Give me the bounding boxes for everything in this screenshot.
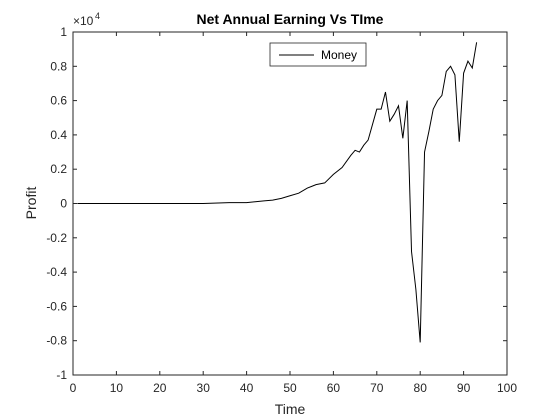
x-tick-label: 80	[414, 381, 428, 395]
y-tick-label: 0.6	[50, 94, 67, 108]
series-layer	[77, 42, 478, 343]
y-exponent-base: ×10	[73, 14, 94, 28]
legend-box	[269, 42, 367, 67]
y-tick-label: 0.4	[50, 128, 67, 142]
y-tick-label: -0.2	[46, 231, 67, 245]
x-tick-label: 20	[153, 381, 167, 395]
y-tick-label: 0	[60, 197, 67, 211]
legend: Money	[269, 42, 367, 67]
x-tick-label: 30	[197, 381, 211, 395]
x-axis-title: Time	[275, 401, 306, 417]
plot-frame	[72, 31, 508, 376]
y-tick-label: -0.6	[46, 299, 67, 313]
y-tick-label: -1	[56, 368, 67, 382]
x-tick-label: 90	[457, 381, 471, 395]
x-tick-label: 70	[370, 381, 384, 395]
x-tick-label: 60	[327, 381, 341, 395]
x-tick-label: 40	[240, 381, 254, 395]
y-tick-label: 1	[60, 25, 67, 39]
ticks-layer: 0 10 20 30 40 50 60 70 80 90 100-1-0.8-0.6-0.4-0.2…	[46, 25, 517, 395]
x-tick-label: 100	[497, 381, 517, 395]
x-tick-label: 50	[283, 381, 297, 395]
y-tick-label: -0.4	[46, 265, 67, 279]
chart-title: Net Annual Earning Vs TIme	[197, 11, 384, 27]
y-tick-label: -0.8	[46, 334, 67, 348]
y-axis-title: Profit	[23, 187, 39, 220]
series-line-money	[77, 42, 478, 343]
legend-entry-money: Money	[321, 48, 357, 62]
x-tick-label: 0	[70, 381, 77, 395]
y-tick-label: 0.2	[50, 162, 67, 176]
y-tick-label: 0.8	[50, 59, 67, 73]
x-tick-label: 10	[110, 381, 124, 395]
y-exponent-power: 4	[95, 11, 100, 21]
